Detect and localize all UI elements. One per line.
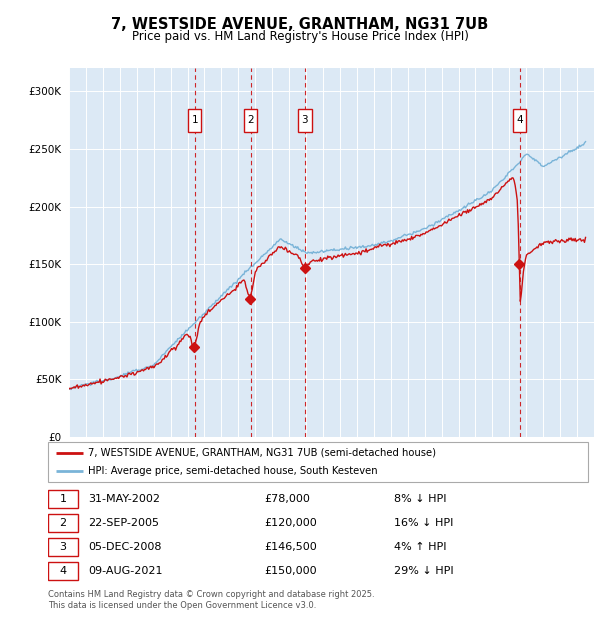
FancyBboxPatch shape: [244, 108, 257, 131]
Text: 8% ↓ HPI: 8% ↓ HPI: [394, 494, 446, 503]
Text: Contains HM Land Registry data © Crown copyright and database right 2025.
This d: Contains HM Land Registry data © Crown c…: [48, 590, 374, 609]
Text: 4% ↑ HPI: 4% ↑ HPI: [394, 542, 446, 552]
Text: 2: 2: [247, 115, 254, 125]
Text: 1: 1: [59, 494, 67, 503]
Text: £146,500: £146,500: [264, 542, 317, 552]
Text: 2: 2: [59, 518, 67, 528]
FancyBboxPatch shape: [48, 514, 78, 532]
Text: 4: 4: [517, 115, 523, 125]
Text: 7, WESTSIDE AVENUE, GRANTHAM, NG31 7UB: 7, WESTSIDE AVENUE, GRANTHAM, NG31 7UB: [112, 17, 488, 32]
Text: 1: 1: [191, 115, 198, 125]
Text: 4: 4: [59, 566, 67, 576]
Text: 05-DEC-2008: 05-DEC-2008: [89, 542, 162, 552]
FancyBboxPatch shape: [513, 108, 526, 131]
FancyBboxPatch shape: [48, 490, 78, 508]
Text: HPI: Average price, semi-detached house, South Kesteven: HPI: Average price, semi-detached house,…: [89, 466, 378, 477]
Text: £78,000: £78,000: [264, 494, 310, 503]
Text: Price paid vs. HM Land Registry's House Price Index (HPI): Price paid vs. HM Land Registry's House …: [131, 30, 469, 43]
Text: 22-SEP-2005: 22-SEP-2005: [89, 518, 160, 528]
Text: £150,000: £150,000: [264, 566, 317, 576]
Text: 3: 3: [301, 115, 308, 125]
Text: £120,000: £120,000: [264, 518, 317, 528]
FancyBboxPatch shape: [48, 538, 78, 556]
Text: 16% ↓ HPI: 16% ↓ HPI: [394, 518, 453, 528]
Text: 29% ↓ HPI: 29% ↓ HPI: [394, 566, 453, 576]
FancyBboxPatch shape: [48, 562, 78, 580]
FancyBboxPatch shape: [48, 442, 588, 482]
FancyBboxPatch shape: [298, 108, 311, 131]
Text: 7, WESTSIDE AVENUE, GRANTHAM, NG31 7UB (semi-detached house): 7, WESTSIDE AVENUE, GRANTHAM, NG31 7UB (…: [89, 448, 437, 458]
Text: 3: 3: [59, 542, 67, 552]
Text: 09-AUG-2021: 09-AUG-2021: [89, 566, 163, 576]
FancyBboxPatch shape: [188, 108, 202, 131]
Text: 31-MAY-2002: 31-MAY-2002: [89, 494, 161, 503]
